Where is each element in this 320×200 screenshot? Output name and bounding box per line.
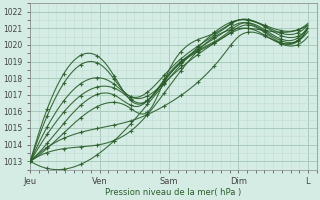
X-axis label: Pression niveau de la mer( hPa ): Pression niveau de la mer( hPa ) [105,188,242,197]
